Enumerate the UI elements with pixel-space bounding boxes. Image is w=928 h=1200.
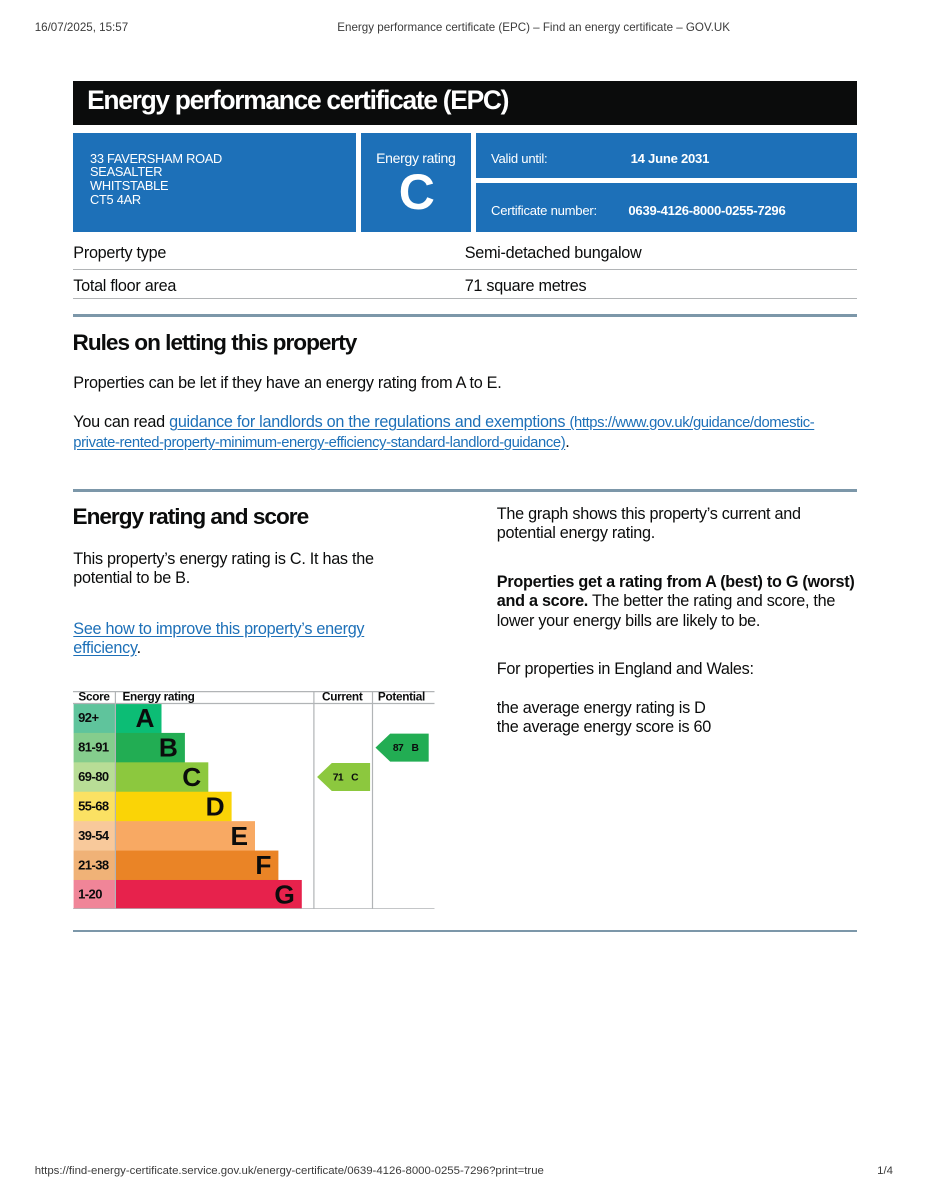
svg-text:Current: Current	[322, 691, 363, 703]
svg-text:71: 71	[333, 772, 344, 783]
svg-text:21-38: 21-38	[78, 857, 109, 872]
svg-text:C: C	[182, 762, 201, 792]
svg-text:A: A	[136, 703, 155, 733]
svg-text:81-91: 81-91	[78, 739, 109, 754]
svg-text:Potential: Potential	[378, 691, 425, 703]
svg-text:Score: Score	[78, 691, 110, 703]
svg-text:Energy rating: Energy rating	[123, 691, 195, 703]
svg-text:G: G	[274, 879, 294, 909]
svg-text:55-68: 55-68	[78, 798, 109, 813]
svg-text:69-80: 69-80	[78, 769, 109, 784]
svg-text:F: F	[255, 850, 271, 880]
svg-text:E: E	[230, 821, 247, 851]
svg-text:1-20: 1-20	[78, 886, 102, 901]
svg-text:39-54: 39-54	[78, 828, 110, 843]
svg-text:87: 87	[393, 743, 404, 754]
svg-text:D: D	[206, 791, 224, 821]
svg-text:C: C	[351, 772, 359, 783]
svg-text:B: B	[159, 732, 177, 762]
svg-text:92+: 92+	[78, 710, 99, 725]
svg-text:B: B	[411, 743, 418, 754]
